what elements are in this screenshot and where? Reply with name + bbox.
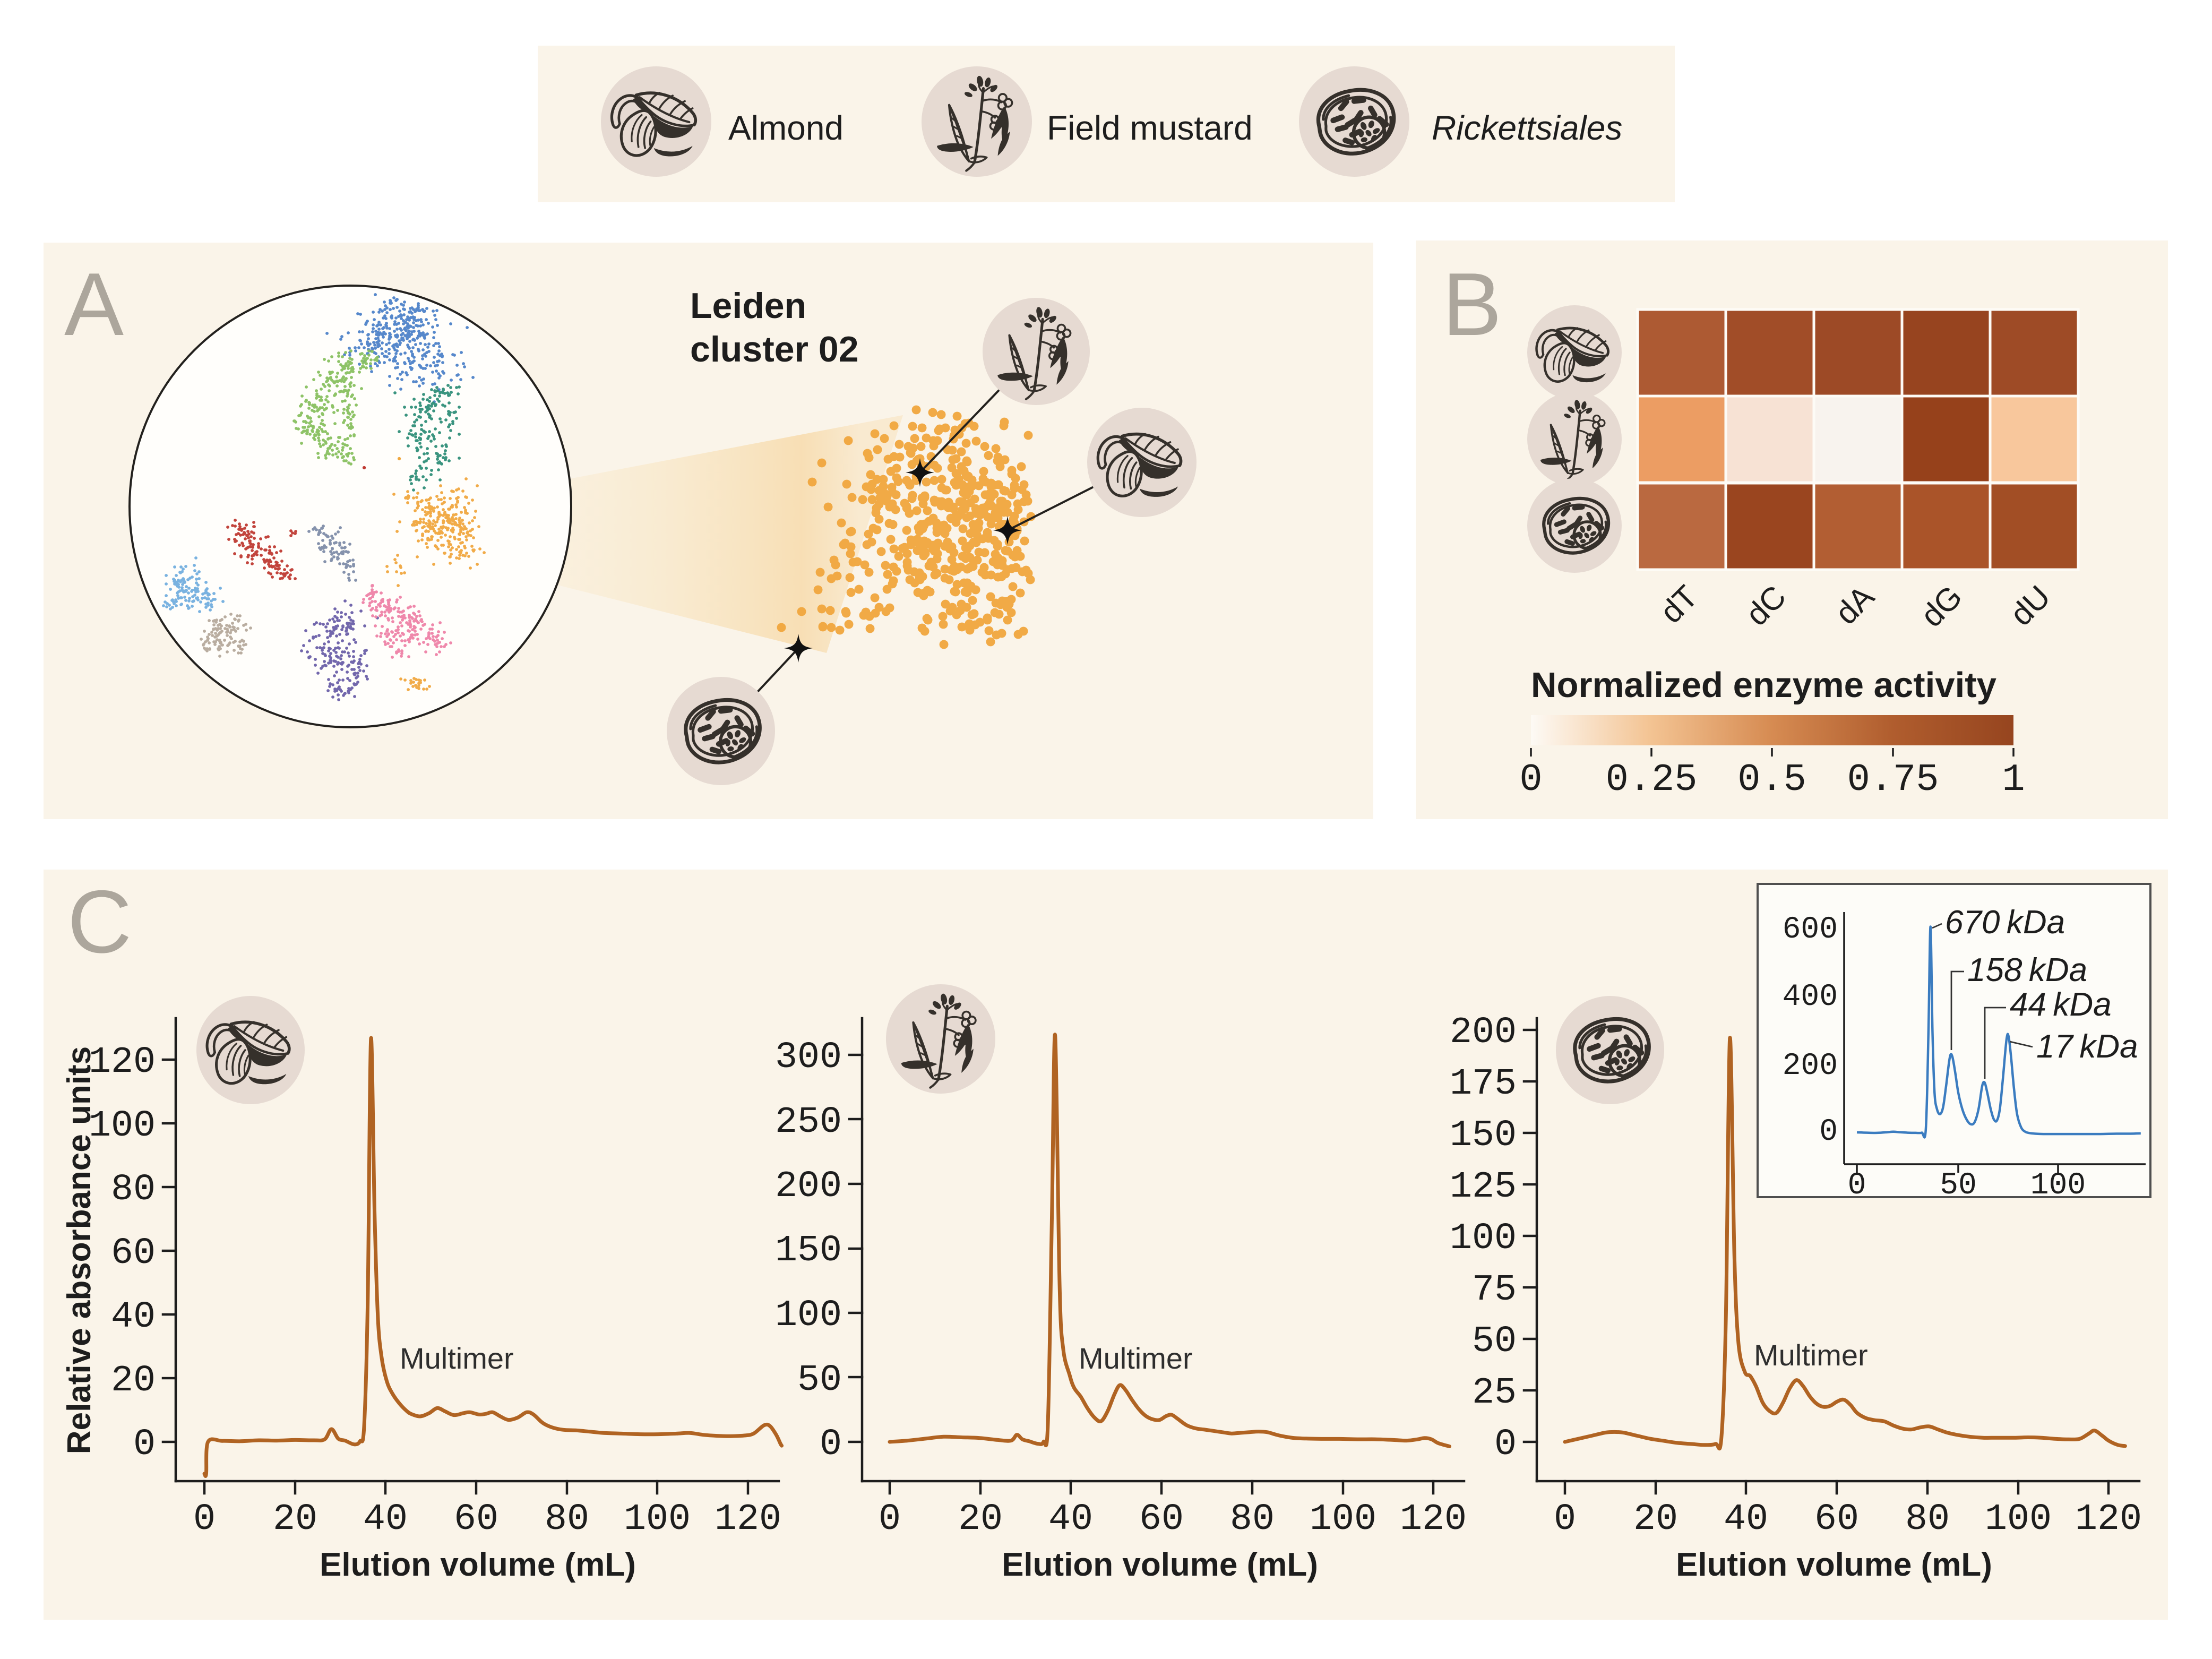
svg-text:50: 50 bbox=[1472, 1321, 1517, 1363]
svg-text:B: B bbox=[1442, 254, 1502, 354]
svg-text:175: 175 bbox=[1450, 1063, 1517, 1105]
svg-text:120: 120 bbox=[2075, 1499, 2142, 1541]
svg-text:150: 150 bbox=[1450, 1115, 1517, 1157]
svg-text:25: 25 bbox=[1472, 1372, 1517, 1414]
svg-text:Multimer: Multimer bbox=[1754, 1338, 1868, 1372]
svg-text:250: 250 bbox=[775, 1102, 842, 1144]
svg-text:100: 100 bbox=[1310, 1499, 1376, 1541]
svg-text:40: 40 bbox=[1724, 1499, 1768, 1541]
svg-text:60: 60 bbox=[111, 1233, 156, 1275]
svg-text:Field mustard: Field mustard bbox=[1047, 109, 1253, 147]
svg-text:44 kDa: 44 kDa bbox=[2010, 986, 2112, 1023]
svg-text:80: 80 bbox=[111, 1169, 156, 1211]
svg-text:400: 400 bbox=[1783, 980, 1838, 1015]
svg-text:40: 40 bbox=[111, 1296, 156, 1338]
svg-text:670 kDa: 670 kDa bbox=[1945, 904, 2065, 941]
svg-text:80: 80 bbox=[545, 1499, 589, 1541]
svg-text:20: 20 bbox=[111, 1360, 156, 1402]
svg-text:20: 20 bbox=[273, 1499, 317, 1541]
svg-text:600: 600 bbox=[1783, 913, 1838, 947]
svg-text:Multimer: Multimer bbox=[400, 1342, 514, 1375]
svg-text:40: 40 bbox=[1048, 1499, 1093, 1541]
svg-text:1: 1 bbox=[2002, 758, 2025, 802]
svg-text:0: 0 bbox=[133, 1424, 156, 1466]
svg-text:Elution volume (mL): Elution volume (mL) bbox=[1676, 1546, 1992, 1583]
svg-text:100: 100 bbox=[1985, 1499, 2052, 1541]
svg-text:125: 125 bbox=[1450, 1166, 1517, 1208]
svg-text:60: 60 bbox=[454, 1499, 498, 1541]
svg-text:Normalized enzyme activity: Normalized enzyme activity bbox=[1531, 665, 1996, 705]
svg-text:Almond: Almond bbox=[728, 109, 844, 147]
svg-text:Relative absorbance units: Relative absorbance units bbox=[61, 1046, 98, 1454]
svg-text:0: 0 bbox=[1519, 758, 1542, 802]
svg-text:100: 100 bbox=[624, 1499, 691, 1541]
svg-text:50: 50 bbox=[797, 1360, 842, 1402]
svg-text:0: 0 bbox=[1819, 1115, 1838, 1149]
svg-text:100: 100 bbox=[775, 1295, 842, 1337]
svg-text:Leiden: Leiden bbox=[690, 286, 806, 326]
svg-text:Elution volume (mL): Elution volume (mL) bbox=[320, 1546, 636, 1583]
svg-text:0: 0 bbox=[1848, 1168, 1866, 1203]
svg-text:60: 60 bbox=[1139, 1499, 1184, 1541]
svg-text:80: 80 bbox=[1230, 1499, 1275, 1541]
svg-text:17 kDa: 17 kDa bbox=[2036, 1028, 2138, 1065]
svg-text:Elution volume (mL): Elution volume (mL) bbox=[1002, 1546, 1318, 1583]
svg-text:120: 120 bbox=[1400, 1499, 1467, 1541]
svg-text:0: 0 bbox=[193, 1499, 216, 1541]
svg-text:A: A bbox=[64, 254, 124, 354]
svg-text:0.25: 0.25 bbox=[1606, 758, 1698, 802]
svg-text:75: 75 bbox=[1472, 1269, 1517, 1311]
svg-text:80: 80 bbox=[1905, 1499, 1950, 1541]
svg-text:Rickettsiales: Rickettsiales bbox=[1432, 109, 1622, 147]
svg-text:120: 120 bbox=[89, 1042, 156, 1084]
svg-text:cluster 02: cluster 02 bbox=[690, 329, 859, 369]
svg-text:100: 100 bbox=[89, 1105, 156, 1147]
svg-text:0: 0 bbox=[879, 1499, 901, 1541]
svg-text:100: 100 bbox=[2030, 1168, 2086, 1203]
svg-text:200: 200 bbox=[775, 1166, 842, 1208]
svg-text:20: 20 bbox=[958, 1499, 1003, 1541]
svg-text:0: 0 bbox=[1554, 1499, 1576, 1541]
svg-text:Multimer: Multimer bbox=[1079, 1342, 1193, 1375]
svg-text:120: 120 bbox=[715, 1499, 781, 1541]
svg-text:0: 0 bbox=[820, 1424, 842, 1466]
svg-text:150: 150 bbox=[775, 1230, 842, 1272]
svg-text:200: 200 bbox=[1450, 1012, 1517, 1054]
svg-text:100: 100 bbox=[1450, 1218, 1517, 1260]
svg-text:200: 200 bbox=[1783, 1049, 1838, 1084]
svg-text:0.5: 0.5 bbox=[1737, 758, 1806, 802]
svg-text:158 kDa: 158 kDa bbox=[1967, 952, 2087, 988]
svg-text:C: C bbox=[67, 872, 132, 972]
svg-text:40: 40 bbox=[363, 1499, 408, 1541]
svg-text:0.75: 0.75 bbox=[1847, 758, 1939, 802]
svg-text:50: 50 bbox=[1940, 1168, 1977, 1203]
svg-text:60: 60 bbox=[1814, 1499, 1859, 1541]
svg-text:300: 300 bbox=[775, 1037, 842, 1079]
svg-text:0: 0 bbox=[1494, 1424, 1517, 1466]
svg-text:20: 20 bbox=[1633, 1499, 1678, 1541]
